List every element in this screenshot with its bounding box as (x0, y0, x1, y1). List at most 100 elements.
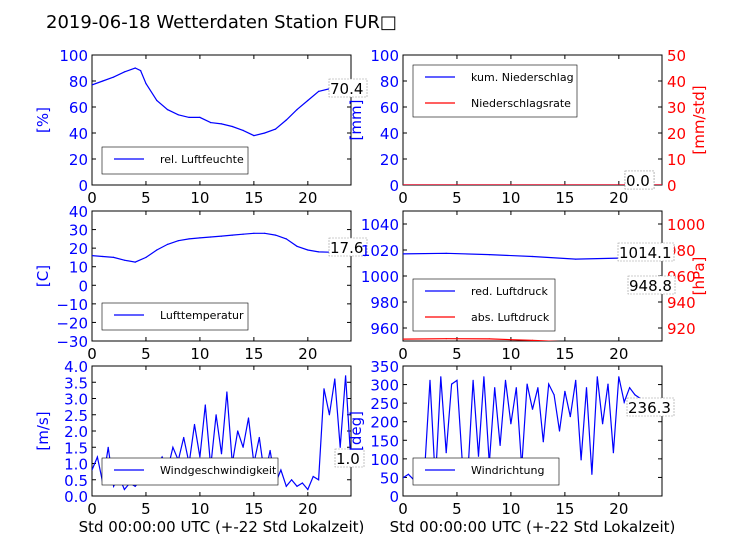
y-tick-label: 1040 (361, 216, 399, 234)
data-point (618, 376, 620, 378)
data-point (488, 338, 490, 340)
data-point (483, 376, 485, 378)
data-point (92, 84, 93, 86)
data-point (307, 249, 309, 251)
data-point (585, 387, 588, 389)
annotation-label: 948.8 (629, 277, 672, 295)
panel-5: 0 5 10 15 200.00.51.01.52.02.53.03.54.0[m/s]… (34, 358, 364, 536)
data-point (575, 379, 577, 381)
data-point (199, 116, 201, 118)
legend-box (101, 457, 279, 486)
x-tick-label: 10 (501, 500, 520, 518)
axes-frame (91, 210, 352, 342)
data-point (451, 383, 453, 385)
x-tick-label: 0 (87, 345, 97, 363)
legend-box (412, 64, 578, 118)
x-tick-label: 0 (87, 189, 97, 207)
data-point (580, 459, 582, 461)
y-tick-label: 50 (380, 469, 399, 487)
y2-tick-label: 50 (667, 47, 686, 65)
x-tick-label: 10 (190, 500, 209, 518)
y-tick-label: 3.0 (64, 391, 88, 409)
data-point (318, 251, 320, 253)
x-tick-label: 15 (555, 500, 574, 518)
data-point (602, 423, 604, 425)
y-tick-label: −10 (56, 296, 88, 314)
x-tick-label: 5 (141, 189, 151, 207)
data-point (204, 404, 206, 406)
data-point (220, 453, 223, 455)
data-point (537, 387, 539, 389)
x-tick-label: 15 (555, 345, 574, 363)
data-point (253, 232, 255, 234)
y-axis-label: [m/s] (34, 411, 52, 450)
data-point (193, 423, 196, 426)
annotation-box (624, 170, 655, 190)
data-point (199, 237, 201, 239)
x-axis-label: Std 00:00:00 UTC (+-22 Std Lokalzeit) (390, 518, 676, 536)
data-point (312, 475, 314, 478)
data-point (156, 249, 158, 251)
x-tick-label: 0 (398, 345, 408, 363)
annotation-box (617, 242, 675, 262)
annotation-label: 70.4 (330, 80, 363, 98)
data-point (274, 128, 277, 130)
data-point (499, 444, 501, 446)
data-point (188, 116, 190, 118)
data-point (242, 129, 244, 131)
data-point (102, 80, 104, 82)
data-point (231, 234, 233, 236)
annotation-box (627, 275, 676, 295)
y-tick-label: 80 (69, 73, 88, 91)
axes-frame (91, 54, 352, 186)
y-tick-label: 150 (370, 432, 399, 450)
data-point (472, 379, 474, 381)
y-tick-label: 100 (370, 47, 399, 65)
data-point (134, 485, 136, 487)
data-point (145, 83, 147, 85)
y-tick-label: 2.0 (64, 423, 88, 441)
y-tick-label: −20 (56, 314, 88, 332)
y-tick-label: 30 (69, 222, 88, 240)
legend: Lufttemperatur (101, 302, 249, 331)
data-point (318, 479, 320, 481)
legend-label: kum. Niederschlag (471, 71, 574, 84)
y-tick-label: 300 (370, 377, 399, 395)
data-point (607, 383, 609, 385)
y2-tick-label: 980 (667, 242, 696, 260)
data-point (618, 342, 619, 343)
y-tick-label: 40 (69, 203, 88, 221)
data-point (285, 238, 287, 240)
y-tick-label: 40 (69, 125, 88, 143)
data-point (177, 240, 179, 242)
x-tick-label: 5 (452, 189, 462, 207)
data-point (403, 253, 404, 255)
data-point (291, 479, 293, 481)
y2-axis-label: [mm/std] (690, 85, 708, 154)
data-point (334, 378, 336, 380)
x-tick-label: 5 (452, 345, 462, 363)
data-point (107, 446, 109, 448)
data-point (220, 123, 223, 125)
y-tick-label: 960 (370, 320, 399, 338)
annotation-label: 1014.1 (619, 244, 672, 262)
data-point (264, 232, 266, 234)
y-tick-label: 200 (370, 414, 399, 432)
data-point (596, 376, 598, 378)
data-point (280, 469, 282, 471)
panel-3: 0 5 10 15 20−30−20−10010203040[C]Lufttempera… (34, 203, 368, 363)
y2-tick-label: 920 (667, 320, 696, 338)
x-tick-label: 15 (555, 189, 574, 207)
legend-label: Niederschlagsrate (471, 97, 571, 110)
data-point (134, 261, 136, 263)
data-point (510, 423, 512, 425)
data-point (542, 441, 544, 443)
y-tick-label: 0 (78, 177, 88, 195)
data-point (296, 485, 298, 487)
y-tick-label: 1020 (361, 242, 399, 260)
x-tick-label: 5 (141, 500, 151, 518)
y2-tick-label: 940 (667, 294, 696, 312)
x-tick-label: 20 (298, 500, 317, 518)
x-tick-label: 20 (298, 189, 317, 207)
